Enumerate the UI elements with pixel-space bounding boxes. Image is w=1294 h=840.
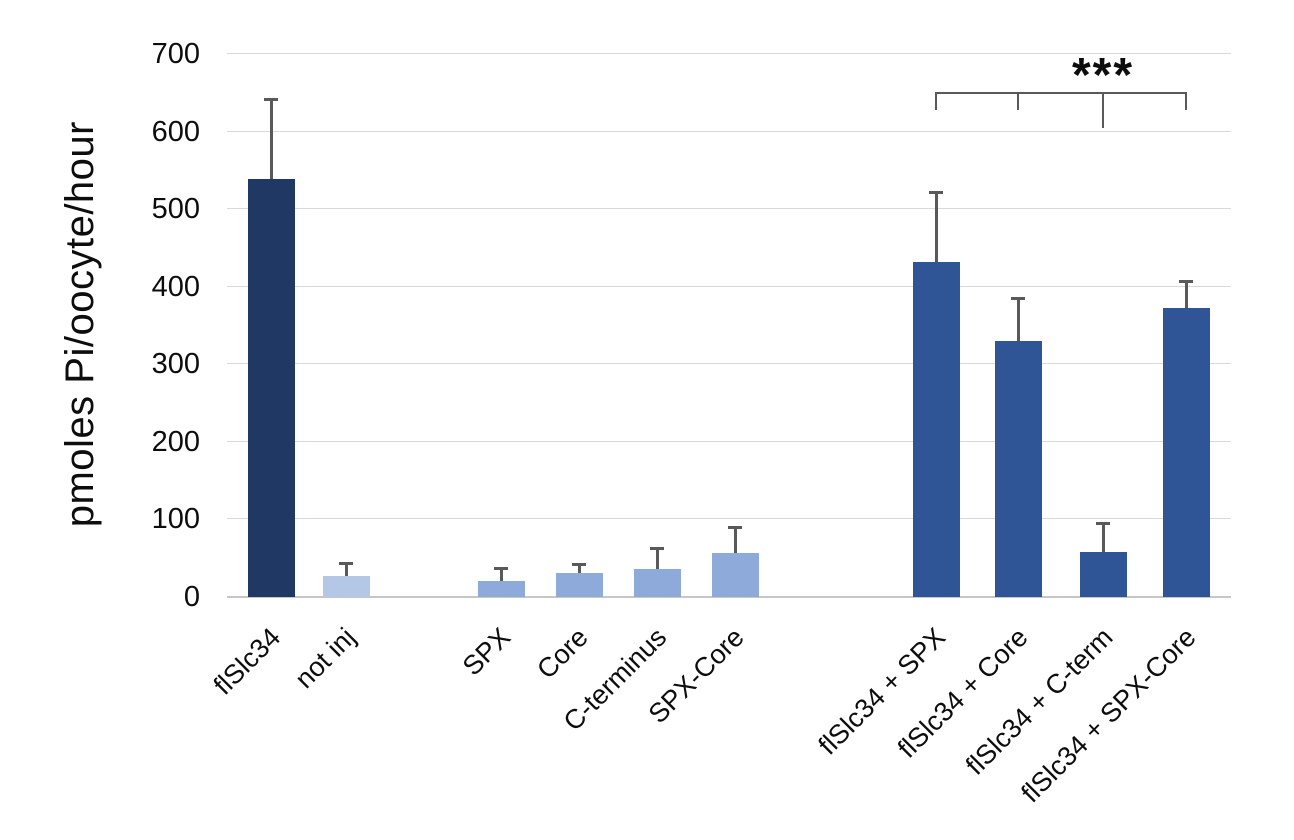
gridline-200 <box>227 440 1231 442</box>
gridline-500 <box>227 208 1231 210</box>
bar-not inj <box>322 576 370 597</box>
x-axis-line <box>227 596 1231 598</box>
y-tick-label-0: 0 <box>183 581 200 613</box>
y-tick-label-500: 500 <box>151 193 200 226</box>
gridline-700 <box>227 53 1231 54</box>
y-tick-label-200: 200 <box>151 425 200 458</box>
gridline-100 <box>227 518 1231 520</box>
bar-C-terminus <box>633 569 681 597</box>
bracket-tick-flSlc34 + SPX <box>935 92 937 110</box>
y-tick-label-300: 300 <box>151 348 200 381</box>
bar-SPX <box>477 580 525 597</box>
error-bar-C-terminus <box>655 548 659 570</box>
error-bar-cap-C-terminus <box>650 547 664 551</box>
error-bar-cap-flSlc34 + Core <box>1011 297 1025 301</box>
y-axis-title: pmoles Pi/oocyte/hour <box>57 120 102 528</box>
y-tick-label-100: 100 <box>151 503 200 536</box>
x-tick-label-Core: Core <box>531 622 595 685</box>
error-bar-flSlc34 + SPX <box>934 192 938 262</box>
y-tick-label-600: 600 <box>151 115 200 148</box>
bar-Core <box>555 572 603 597</box>
bracket-tick-flSlc34 + Core <box>1017 92 1019 110</box>
bar-flSlc34 <box>247 178 295 597</box>
y-tick-label-400: 400 <box>151 270 200 303</box>
error-bar-not inj <box>344 562 348 577</box>
x-tick-label-not inj: not inj <box>289 622 362 695</box>
error-bar-SPX-Core <box>733 527 737 553</box>
bar-flSlc34 + C-term <box>1079 552 1127 597</box>
significance-bracket-line <box>936 92 1186 94</box>
error-bar-flSlc34 + SPX-Core <box>1184 280 1188 309</box>
significance-stars: *** <box>1071 49 1135 102</box>
bar-flSlc34 + SPX-Core <box>1162 308 1210 597</box>
error-bar-cap-flSlc34 + SPX-Core <box>1179 279 1193 283</box>
y-tick-label-700: 700 <box>151 38 200 70</box>
error-bar-cap-SPX-Core <box>728 526 742 530</box>
error-bar-flSlc34 + Core <box>1016 298 1020 341</box>
bar-flSlc34 + SPX <box>912 261 960 597</box>
gridline-300 <box>227 363 1231 365</box>
x-tick-label-SPX: SPX <box>456 622 517 682</box>
error-bar-cap-SPX <box>494 567 508 571</box>
error-bar-cap-flSlc34 + C-term <box>1096 521 1110 525</box>
x-tick-label-flSlc34 + C-term: flSlc34 + C-term <box>959 622 1119 781</box>
error-bar-flSlc34 <box>269 98 273 179</box>
error-bar-flSlc34 + C-term <box>1101 522 1105 552</box>
bar-SPX-Core <box>711 552 759 597</box>
error-bar-Core <box>577 564 581 573</box>
bracket-tick-flSlc34 + C-term <box>1102 92 1104 128</box>
error-bar-cap-not inj <box>339 561 353 565</box>
error-bar-cap-Core <box>572 563 586 567</box>
error-bar-SPX <box>499 568 503 581</box>
error-bar-cap-flSlc34 <box>264 97 278 101</box>
x-tick-label-flSlc34: flSlc34 <box>207 622 287 701</box>
bracket-tick-flSlc34 + SPX-Core <box>1185 92 1187 110</box>
error-bar-cap-flSlc34 + SPX <box>929 191 943 195</box>
gridline-400 <box>227 285 1231 287</box>
bar-flSlc34 + Core <box>994 341 1042 597</box>
gridline-600 <box>227 130 1231 132</box>
